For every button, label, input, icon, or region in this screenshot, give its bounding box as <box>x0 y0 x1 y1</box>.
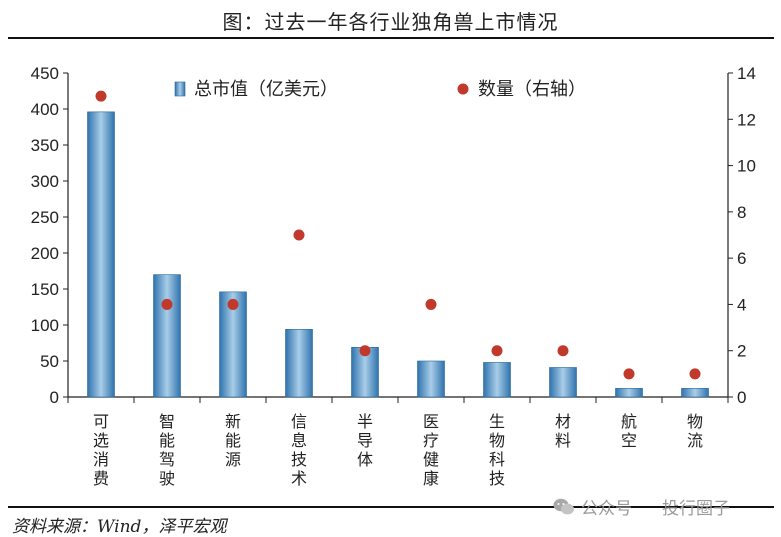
data-point <box>623 368 635 380</box>
bar <box>87 111 115 398</box>
data-point <box>95 90 107 102</box>
y-right-tick-label: 14 <box>737 64 756 83</box>
y-right-tick-label: 6 <box>737 249 746 268</box>
chart-area: 0 50 100 150 200 250 300 350 400 450 0 2 4 6 8 10 12 14 可… <box>31 64 756 488</box>
bottom-rule <box>8 506 774 508</box>
category-label: 物流 <box>687 412 703 450</box>
legend-label-bar: 总市值（亿美元） <box>194 79 338 100</box>
data-point <box>491 345 503 357</box>
y-right-tick-label: 2 <box>737 342 746 361</box>
data-point <box>557 345 569 357</box>
data-point <box>161 298 173 310</box>
category-label: 可选消费 <box>93 412 109 488</box>
top-rule <box>8 37 774 39</box>
bar <box>549 367 577 398</box>
legend-bar-swatch <box>174 81 186 97</box>
y-left-tick-label: 0 <box>50 388 59 407</box>
bar <box>681 388 709 398</box>
bar <box>417 360 445 398</box>
data-point <box>689 368 701 380</box>
y-right-tick-label: 4 <box>737 295 746 314</box>
data-point <box>359 345 371 357</box>
category-label: 新能源 <box>225 412 241 469</box>
watermark-left: 公众号 <box>581 499 632 519</box>
data-point <box>293 229 305 241</box>
y-left-tick-label: 300 <box>31 172 59 191</box>
legend-label-dot: 数量（右轴） <box>478 79 586 100</box>
category-label: 半导体 <box>357 412 373 469</box>
bar <box>153 274 181 398</box>
category-label: 医疗健康 <box>423 412 439 488</box>
category-label: 航空 <box>621 412 637 450</box>
y-left-tick-label: 200 <box>31 244 59 263</box>
y-left-tick-label: 400 <box>31 100 59 119</box>
y-left-tick-label: 150 <box>31 280 59 299</box>
y-left-tick-label: 350 <box>31 136 59 155</box>
category-label: 生物科技 <box>489 412 505 488</box>
bar <box>615 388 643 398</box>
bar <box>483 362 511 398</box>
legend-dot-swatch <box>457 83 469 95</box>
category-label: 材料 <box>555 412 571 450</box>
y-right-tick-label: 10 <box>737 157 756 176</box>
bar <box>285 329 313 398</box>
source-note: 资料来源：Wind，泽平宏观 <box>12 517 227 537</box>
y-left-tick-label: 100 <box>31 316 59 335</box>
chart-title: 图：过去一年各行业独角兽上市情况 <box>222 10 559 34</box>
y-right-tick-label: 12 <box>737 110 756 129</box>
watermark: 公众号 投行圈子 <box>553 494 730 519</box>
category-label: 信息技术 <box>291 412 307 488</box>
data-point <box>227 298 239 310</box>
y-left-tick-label: 450 <box>31 64 59 83</box>
y-left-tick-label: 50 <box>40 352 59 371</box>
y-left-tick-label: 250 <box>31 208 59 227</box>
watermark-right: 投行圈子 <box>662 499 730 519</box>
category-label: 智能驾驶 <box>159 412 175 488</box>
y-right-tick-label: 8 <box>737 203 746 222</box>
y-right-tick-label: 0 <box>737 388 746 407</box>
data-point <box>425 298 437 310</box>
wechat-icon <box>553 498 574 514</box>
